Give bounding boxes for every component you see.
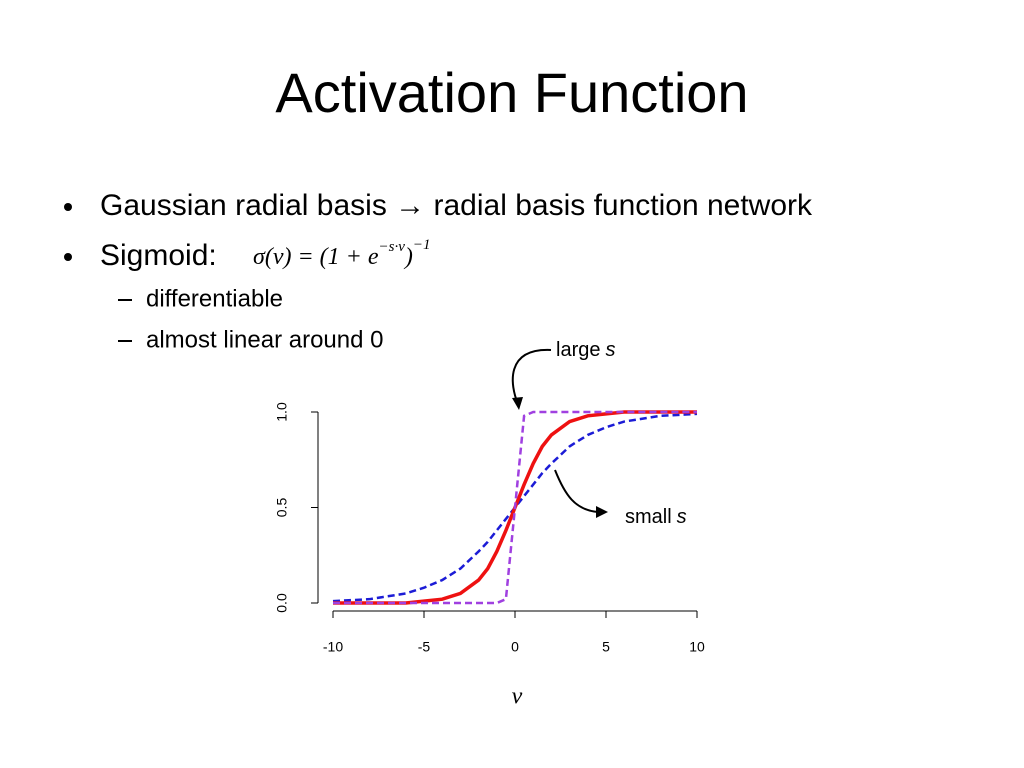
- x-tick-label: 10: [689, 639, 705, 655]
- arrow: [554, 469, 599, 513]
- arrow: [511, 348, 552, 405]
- x-tick-label: -5: [418, 639, 431, 655]
- arrow-head: [596, 506, 608, 518]
- bullet: [64, 203, 72, 211]
- annotation: small s: [625, 506, 687, 528]
- formula-base: σ(v) = (1 + e: [253, 244, 379, 270]
- formula-outer-exp: −1: [413, 237, 431, 253]
- x-tick-label: -10: [323, 639, 343, 655]
- y-tick-label: 1.0: [274, 402, 290, 422]
- bullet-text: Gaussian radial basis → radial basis fun…: [100, 189, 813, 222]
- bullet: [64, 253, 72, 261]
- sub-bullet-text: almost linear around 0: [146, 326, 383, 353]
- annotation-var: s: [677, 506, 687, 528]
- annotation: large s: [556, 339, 615, 361]
- y-tick-label: 0.0: [274, 593, 290, 613]
- formula-exp: −s·v: [379, 239, 406, 255]
- formula: σ(v) = (1 + e−s·v)−1: [253, 237, 431, 269]
- annotation-text: small: [625, 506, 672, 528]
- slide-title: Activation Function: [275, 61, 748, 124]
- bullet-text: Sigmoid:: [100, 239, 217, 272]
- arrow-head: [512, 397, 523, 410]
- formula-close: ): [403, 244, 413, 270]
- annotation-text: large: [556, 339, 600, 361]
- x-axis-label: v: [512, 684, 523, 710]
- curve: [333, 410, 697, 605]
- y-tick-label: 0.5: [274, 498, 290, 518]
- sub-bullet-text: differentiable: [146, 285, 283, 312]
- x-tick-label: 5: [602, 639, 610, 655]
- annotation-var: s: [605, 339, 615, 361]
- x-tick-label: 0: [511, 639, 519, 655]
